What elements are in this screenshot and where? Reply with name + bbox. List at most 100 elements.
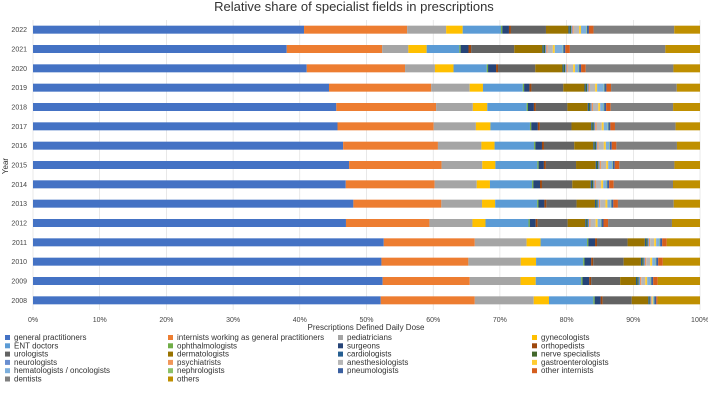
bar-segment (573, 64, 576, 73)
bar-segment (603, 122, 608, 131)
bar-segment (611, 83, 677, 92)
bar-segment (675, 122, 700, 131)
bar-segment (587, 103, 590, 111)
bar-segment (598, 141, 604, 150)
bar-segment (468, 45, 472, 53)
bar-segment (610, 199, 612, 208)
y-axis-title: Year (1, 158, 10, 175)
bar-segment (644, 257, 647, 266)
bar-segment (652, 257, 656, 266)
bar-segment (597, 141, 599, 150)
bar-segment (495, 199, 538, 208)
bar-segment (648, 296, 650, 305)
bar-segment (585, 64, 674, 73)
bar-segment (383, 238, 475, 247)
bar-segment (486, 64, 489, 73)
bar-segment (501, 25, 503, 34)
bar-segment (590, 219, 596, 227)
bar-segment (563, 64, 566, 73)
legend-label: orthopedists (541, 341, 585, 350)
bar-segment (671, 219, 700, 227)
bar-segment (651, 277, 654, 285)
bar-segment (529, 83, 532, 92)
legend-swatch (532, 368, 537, 374)
bar-segment (600, 103, 604, 111)
bar-segment (531, 83, 564, 92)
bar-segment (571, 25, 573, 34)
bar-segment (607, 122, 609, 131)
bar-segment (582, 277, 590, 285)
legend-label: pneumologists (347, 366, 399, 375)
bar-segment (33, 141, 344, 150)
bar-segment (482, 161, 496, 169)
bar-segment (631, 296, 649, 305)
legend-swatch (5, 335, 10, 340)
bar-segment (567, 219, 586, 227)
bar-segment (597, 199, 599, 208)
x-tick-label: 70% (493, 317, 507, 324)
bar-segment (603, 103, 605, 111)
bar-segment (608, 161, 613, 169)
bar-segment (653, 296, 655, 305)
bar-segment (610, 122, 615, 131)
bar-segment (495, 161, 538, 169)
bar-segment (349, 161, 442, 169)
bar-segment (650, 296, 651, 305)
bar-segment (608, 122, 611, 131)
bar-segment (600, 219, 602, 227)
bar-segment (592, 103, 599, 111)
y-tick-label: 2013 (11, 201, 27, 208)
bar-segment (405, 64, 435, 73)
bar-segment (539, 122, 572, 131)
bar-segment (329, 83, 432, 92)
y-tick-label: 2020 (11, 66, 27, 73)
bar-segment (552, 45, 555, 53)
bar-segment (595, 83, 598, 92)
bar-segment (595, 161, 598, 169)
bar-segment (593, 141, 595, 150)
bar-segment (652, 296, 653, 305)
bar-segment (605, 199, 608, 208)
bar-segment (481, 141, 495, 150)
bar-segment (469, 83, 483, 92)
x-axis-title: Prescriptions Defined Daily Dose (308, 323, 425, 332)
legend-swatch (338, 343, 343, 349)
legend-swatch (5, 343, 10, 349)
bar-segment (569, 25, 572, 34)
bar-segment (650, 277, 652, 285)
bar-segment (623, 257, 641, 266)
bar-segment (572, 25, 574, 34)
bar-segment (600, 296, 603, 305)
bar-segment (604, 103, 607, 111)
bar-segment (453, 64, 487, 73)
bar-segment (568, 25, 570, 34)
legend-label: hematologists / oncologists (14, 366, 110, 375)
bar-segment (588, 25, 594, 34)
legend-swatch (168, 343, 173, 349)
bar-segment (502, 25, 509, 34)
bar-segment (607, 199, 611, 208)
bars-layer (33, 25, 700, 305)
bar-segment (594, 141, 596, 150)
bar-segment (565, 64, 567, 73)
bar-segment (514, 45, 543, 53)
bar-segment (601, 219, 604, 227)
bar-segment (674, 25, 700, 34)
x-tick-label: 60% (426, 317, 440, 324)
bar-segment (646, 238, 648, 247)
bar-segment (666, 238, 700, 247)
bar-segment (345, 219, 430, 227)
bar-segment (647, 277, 651, 285)
bar-segment (585, 219, 587, 227)
bar-segment (474, 296, 534, 305)
bar-segment (660, 238, 663, 247)
bar-segment (526, 103, 528, 111)
legend-label: anesthesiologists (347, 358, 408, 367)
y-tick-label: 2012 (11, 221, 27, 228)
bar-segment (459, 45, 461, 53)
bar-segment (434, 180, 477, 189)
bar-segment (595, 219, 598, 227)
bar-segment (657, 277, 700, 285)
bar-segment (648, 238, 651, 247)
bar-segment (596, 199, 598, 208)
